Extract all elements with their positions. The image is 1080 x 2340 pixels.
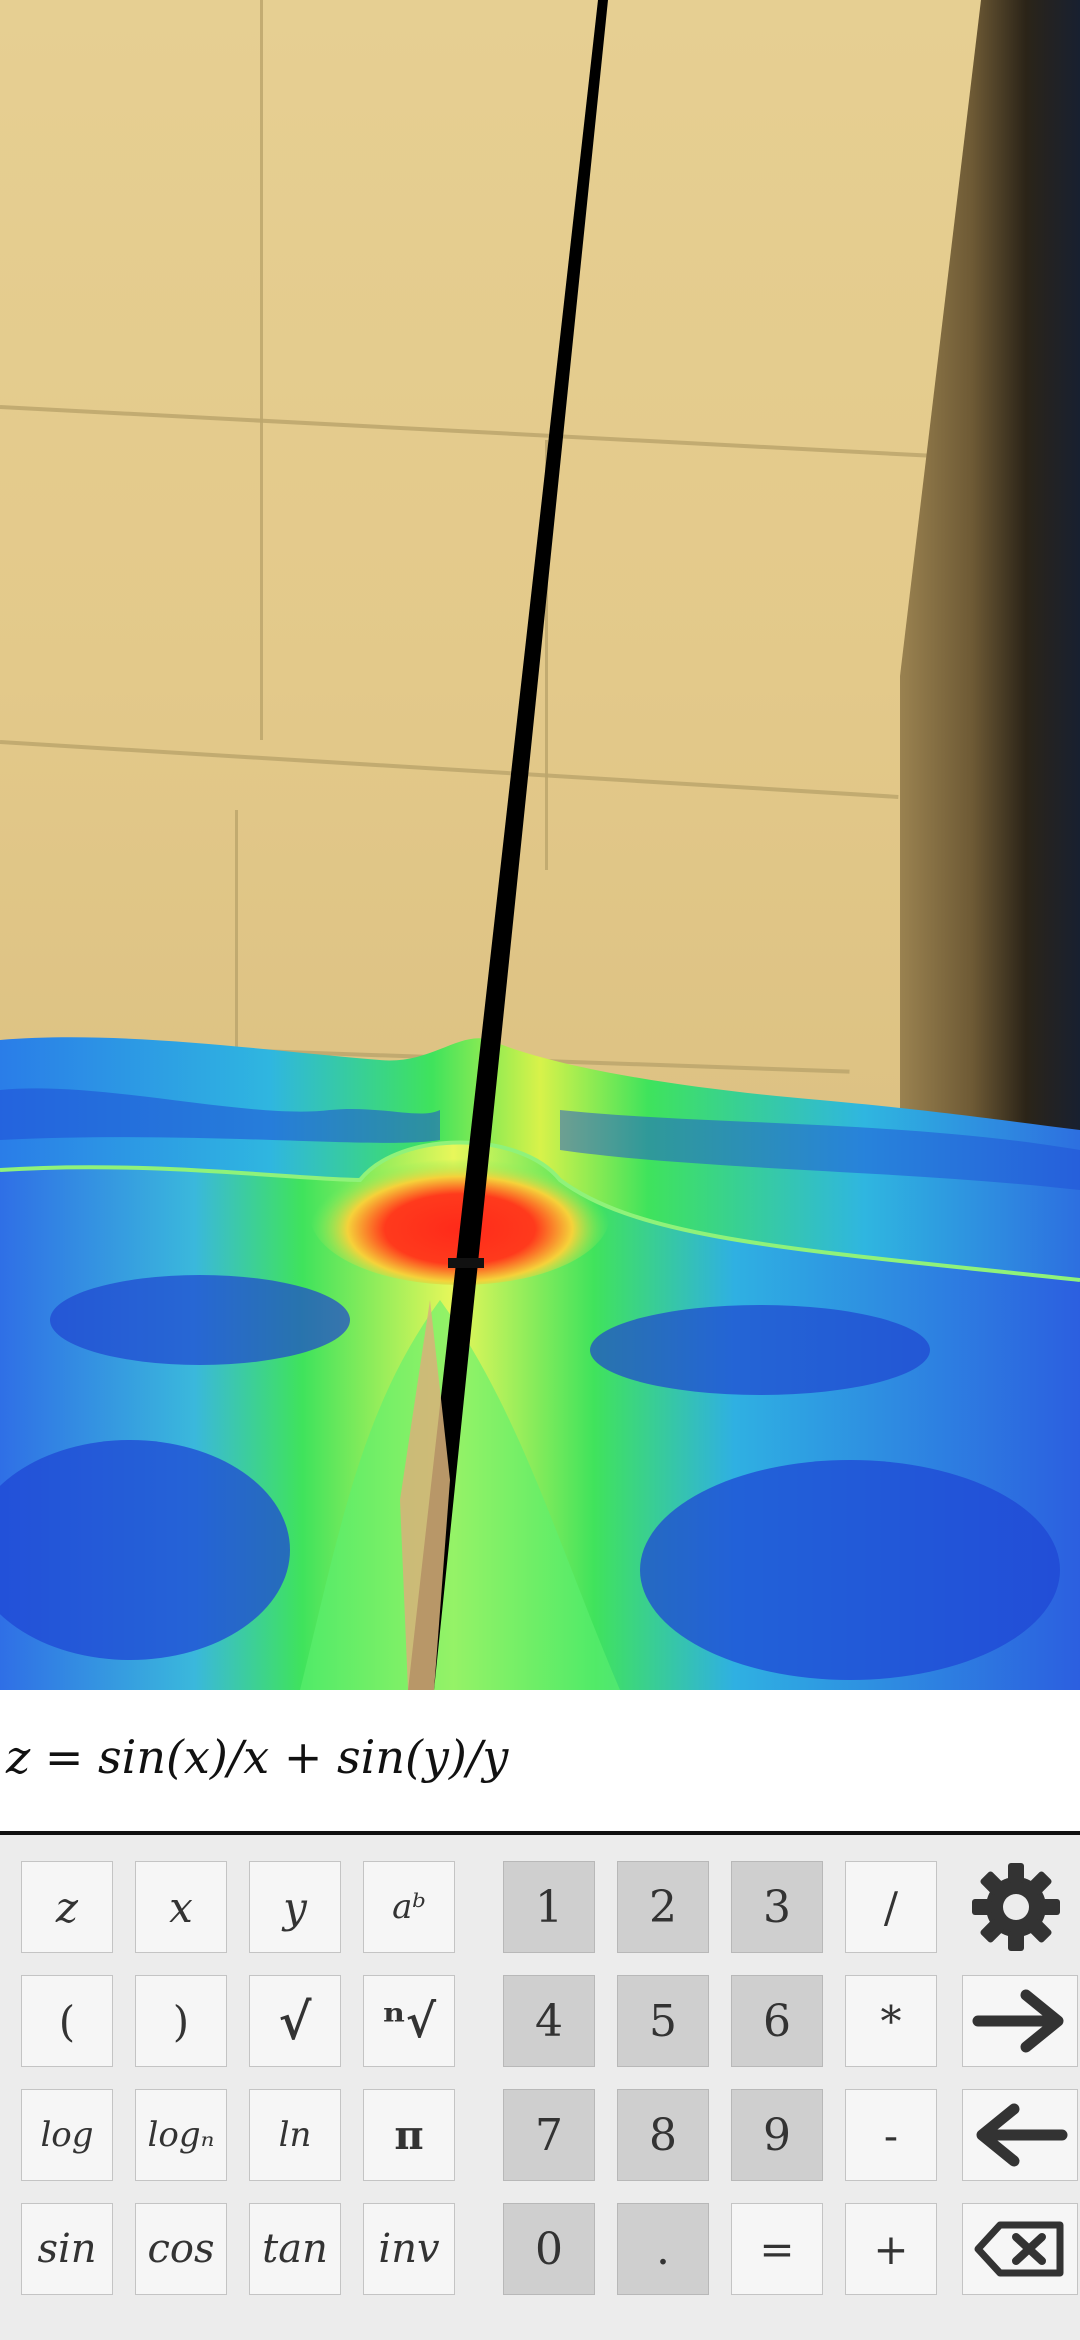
surface-plot[interactable] [0, 1030, 1080, 1690]
mortar-line [260, 0, 263, 740]
key-open-paren[interactable]: ( [21, 1975, 113, 2067]
key-cos[interactable]: cos [135, 2203, 227, 2295]
key-9[interactable]: 9 [731, 2089, 823, 2181]
key-5[interactable]: 5 [617, 1975, 709, 2067]
settings-button[interactable] [962, 1857, 1070, 1957]
key-tan[interactable]: tan [249, 2203, 341, 2295]
keypad: z x y aᵇ 1 2 3 / ( ) √ ⁿ√ 4 5 6 * [0, 1835, 1080, 2340]
key-power[interactable]: aᵇ [363, 1861, 455, 1953]
ar-camera-view[interactable] [0, 0, 1080, 1690]
key-x[interactable]: x [135, 1861, 227, 1953]
key-7[interactable]: 7 [503, 2089, 595, 2181]
key-log-n[interactable]: logₙ [135, 2089, 227, 2181]
delete-button[interactable] [962, 2203, 1078, 2295]
arrow-right-icon [972, 1989, 1064, 2053]
key-inverse[interactable]: inv [363, 2203, 455, 2295]
key-4[interactable]: 4 [503, 1975, 595, 2067]
mortar-line [545, 440, 548, 870]
key-sin[interactable]: sin [21, 2203, 113, 2295]
forward-button[interactable] [962, 1975, 1078, 2067]
key-add[interactable]: + [845, 2203, 937, 2295]
key-6[interactable]: 6 [731, 1975, 823, 2067]
gear-icon [972, 1863, 1060, 1951]
key-3[interactable]: 3 [731, 1861, 823, 1953]
key-z[interactable]: z [21, 1861, 113, 1953]
key-sqrt[interactable]: √ [249, 1975, 341, 2067]
key-nth-root[interactable]: ⁿ√ [363, 1975, 455, 2067]
key-equals[interactable]: = [731, 2203, 823, 2295]
key-subtract[interactable]: - [845, 2089, 937, 2181]
key-close-paren[interactable]: ) [135, 1975, 227, 2067]
key-pi[interactable]: π [363, 2089, 455, 2181]
arrow-left-icon [976, 2103, 1068, 2167]
key-2[interactable]: 2 [617, 1861, 709, 1953]
back-button[interactable] [962, 2089, 1078, 2181]
equation-text: z = sin(x)/x + sin(y)/y [6, 1730, 509, 1784]
key-multiply[interactable]: * [845, 1975, 937, 2067]
key-0[interactable]: 0 [503, 2203, 595, 2295]
key-divide[interactable]: / [845, 1861, 937, 1953]
equation-bar[interactable]: z = sin(x)/x + sin(y)/y [0, 1690, 1080, 1835]
key-ln[interactable]: ln [249, 2089, 341, 2181]
key-decimal[interactable]: . [617, 2203, 709, 2295]
key-8[interactable]: 8 [617, 2089, 709, 2181]
key-y[interactable]: y [249, 1861, 341, 1953]
backspace-icon [974, 2221, 1064, 2277]
key-1[interactable]: 1 [503, 1861, 595, 1953]
key-log[interactable]: log [21, 2089, 113, 2181]
mortar-line [235, 810, 238, 1050]
